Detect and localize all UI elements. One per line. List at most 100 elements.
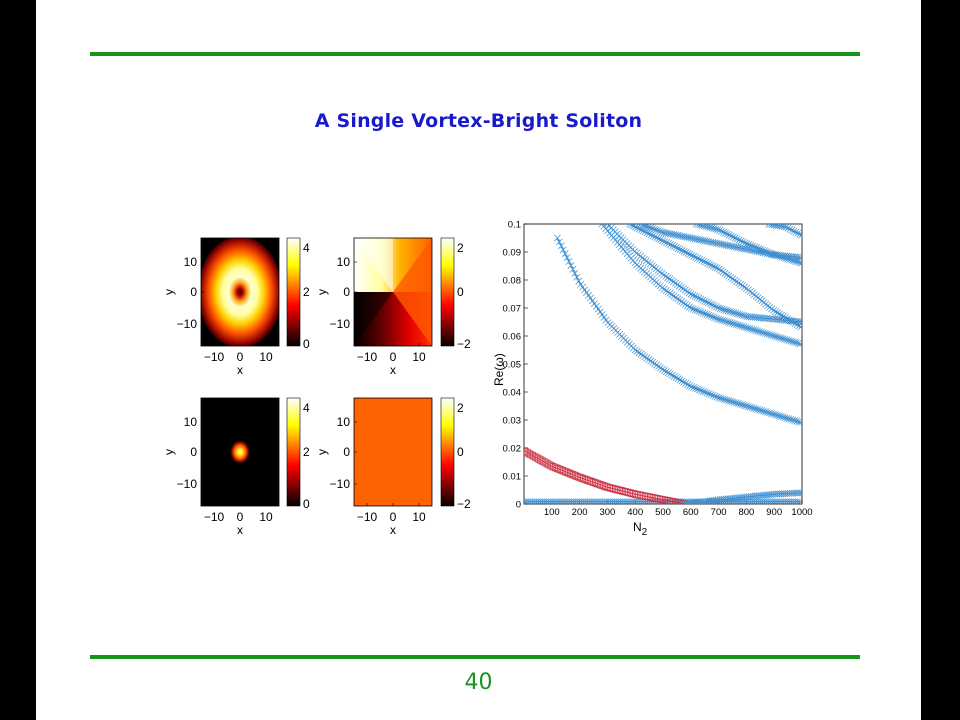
data-point — [776, 310, 783, 318]
data-point — [757, 245, 765, 253]
data-point — [571, 269, 579, 277]
uniform-phase-heatmap — [353, 397, 433, 507]
data-point — [706, 224, 714, 231]
colorbar-tick-label: 0 — [303, 337, 310, 351]
data-point — [663, 239, 671, 247]
data-point — [659, 237, 667, 245]
data-point — [792, 228, 800, 236]
data-point — [699, 296, 707, 304]
data-point — [715, 315, 723, 323]
data-point — [705, 299, 713, 307]
data-point — [795, 418, 802, 426]
data-point — [649, 358, 657, 366]
data-point — [767, 410, 775, 418]
data-point — [662, 287, 670, 295]
data-point — [745, 241, 753, 249]
data-point — [653, 361, 661, 369]
data-point — [794, 258, 801, 266]
data-point — [675, 282, 683, 290]
data-point — [720, 306, 728, 314]
series-4 — [598, 224, 802, 348]
series-9 — [765, 224, 802, 239]
data-point — [679, 285, 687, 293]
data-point — [677, 283, 685, 291]
data-point — [656, 227, 664, 235]
data-point — [686, 250, 694, 258]
data-point — [676, 376, 684, 384]
data-point — [708, 224, 716, 232]
data-point — [777, 413, 785, 420]
data-point — [756, 328, 763, 335]
data-point — [758, 407, 766, 415]
x-axis-label: x — [390, 523, 396, 537]
data-point — [664, 369, 672, 377]
x-tick-label: 500 — [655, 507, 671, 518]
colorbar-tick-label: −2 — [457, 337, 471, 351]
data-point — [639, 227, 647, 235]
data-point — [724, 230, 731, 238]
colorbar — [286, 397, 301, 507]
data-point — [739, 282, 746, 290]
data-point — [701, 297, 709, 305]
y-tick-label: 0.08 — [503, 276, 522, 287]
data-point — [648, 224, 656, 232]
data-point — [630, 224, 637, 230]
axes-ticks: 0 0.01 0.02 0.03 0.04 0.05 0.06 0.07 0.08 0.09 0.1… — [503, 220, 813, 519]
data-point — [692, 253, 700, 261]
data-point — [647, 224, 654, 232]
data-point — [693, 307, 701, 315]
data-point — [700, 224, 708, 230]
data-point — [672, 374, 680, 381]
data-point — [790, 257, 798, 265]
data-point — [718, 227, 726, 235]
data-point — [732, 309, 740, 317]
data-point — [724, 307, 732, 315]
data-point — [660, 366, 668, 374]
y-tick-label: 0.07 — [503, 304, 522, 315]
data-point — [685, 289, 693, 297]
data-point — [796, 489, 802, 497]
data-point — [724, 318, 732, 326]
data-point — [793, 417, 801, 425]
data-point — [650, 225, 658, 233]
data-point — [573, 273, 581, 281]
y-tick-label: 0.09 — [503, 248, 522, 259]
data-point — [791, 338, 798, 346]
data-point — [699, 309, 707, 317]
data-point — [736, 400, 744, 408]
data-point — [567, 261, 575, 269]
data-point — [742, 402, 750, 410]
data-point — [652, 226, 660, 234]
data-point — [779, 335, 787, 343]
data-point — [691, 306, 699, 314]
data-point — [690, 384, 698, 391]
data-point — [694, 254, 702, 262]
data-point — [690, 252, 698, 260]
data-point — [716, 305, 724, 312]
plot-frame — [523, 223, 803, 505]
data-point — [641, 353, 649, 361]
data-point — [553, 234, 561, 242]
data-point — [746, 325, 754, 333]
data-point — [704, 259, 711, 267]
data-point — [789, 338, 796, 345]
data-point — [688, 383, 696, 391]
data-point — [777, 311, 785, 319]
data-point — [561, 250, 569, 258]
x-tick-label: 0 — [390, 510, 397, 524]
data-point — [791, 319, 799, 327]
data-point — [765, 331, 773, 338]
data-point — [786, 256, 794, 263]
y-tick-label: 0 — [516, 500, 521, 511]
data-point — [711, 314, 719, 322]
y-axis-label: Re(ω) — [492, 353, 506, 386]
data-point — [722, 318, 730, 325]
data-point — [734, 400, 742, 408]
series-1 — [524, 447, 688, 504]
data-point — [792, 339, 800, 347]
data-point — [743, 240, 751, 248]
x-tick-label: −10 — [357, 350, 378, 364]
data-point — [641, 228, 649, 236]
data-point — [732, 321, 740, 328]
